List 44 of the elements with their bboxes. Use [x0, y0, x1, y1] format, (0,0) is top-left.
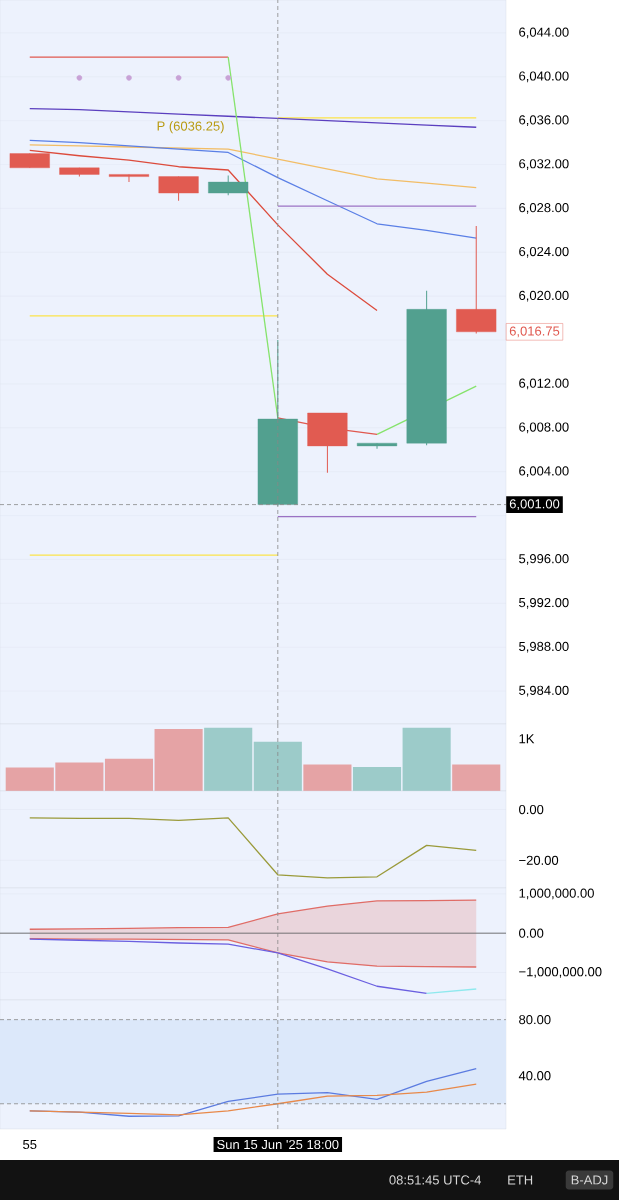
y-tick-label: 6,008.00 — [519, 422, 569, 434]
y-tick-label: 5,984.00 — [519, 685, 569, 697]
y-tick-label: 0.00 — [519, 804, 544, 815]
y-tick-label: 6,012.00 — [519, 378, 569, 390]
text: B-ADJ — [571, 1175, 608, 1185]
y-tick-label: 6,020.00 — [519, 290, 569, 302]
text: 08:51:45 UTC-4 — [389, 1175, 482, 1185]
y-tick-label: 1,000,000.00 — [519, 888, 594, 900]
y-tick-label: 6,032.00 — [519, 159, 569, 170]
text: ETH — [508, 1175, 533, 1185]
ref-line-label: 6,001.00 — [509, 499, 560, 510]
x-tick-label: 55 — [23, 1140, 37, 1150]
bar — [452, 764, 501, 791]
y-tick-label: 0.00 — [519, 928, 544, 938]
y-tick-label: 6,044.00 — [519, 27, 569, 39]
text: 1K — [519, 734, 535, 744]
y-tick-label: 5,988.00 — [519, 641, 569, 653]
bar — [303, 764, 352, 791]
bar — [204, 727, 253, 791]
text: 6,016.75 — [509, 326, 560, 338]
bar — [104, 758, 154, 791]
y-tick-label: 6,004.00 — [519, 466, 569, 478]
y-tick-label: 6,028.00 — [519, 203, 569, 214]
y-tick-label: −20.00 — [519, 855, 559, 865]
y-tick-label: 5,992.00 — [519, 597, 569, 609]
y-tick-label: 80.00 — [519, 1015, 551, 1025]
y-tick-label: 6,024.00 — [519, 246, 569, 258]
bar — [402, 727, 451, 791]
x-tick-label: Sun 15 Jun '25 18:00 — [217, 1139, 339, 1150]
annotation: P (6036.25) — [157, 121, 224, 134]
y-tick-label: 6,036.00 — [519, 115, 569, 127]
line-series — [29, 938, 428, 994]
y-tick-label: 40.00 — [518, 1071, 551, 1081]
y-tick-label: 5,996.00 — [519, 554, 569, 565]
line-series — [29, 139, 477, 239]
y-tick-label: 6,040.00 — [519, 71, 569, 83]
y-tick-label: −1,000,000.00 — [519, 967, 602, 978]
bar — [352, 766, 402, 791]
line-series — [29, 817, 477, 879]
bar — [154, 729, 203, 791]
line-series — [29, 149, 378, 312]
bar — [253, 741, 302, 791]
line-series — [29, 1083, 477, 1116]
candlestick — [108, 173, 150, 183]
